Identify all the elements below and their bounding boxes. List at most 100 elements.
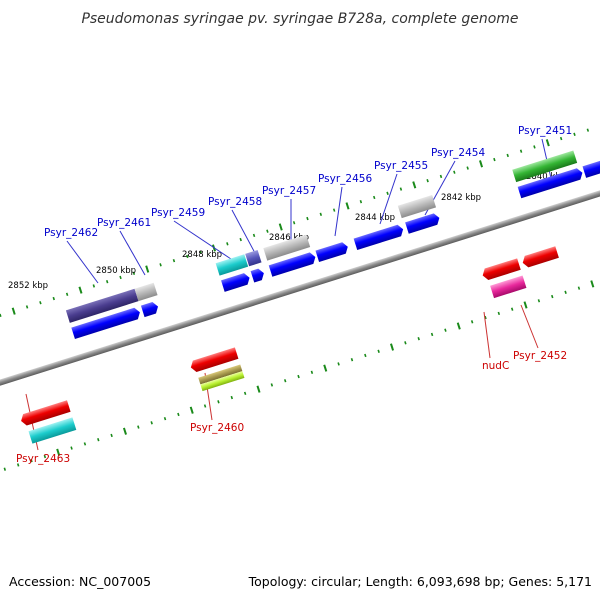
- gene-label[interactable]: Psyr_2463: [16, 453, 70, 465]
- tick-mark: [523, 301, 528, 309]
- tick-mark: [493, 157, 496, 162]
- tick-mark: [217, 400, 220, 404]
- gene-Psyr_2456[interactable]: [315, 241, 349, 263]
- tick-label: 2852 kbp: [8, 281, 48, 291]
- tick-mark: [444, 328, 447, 332]
- tick-mark: [266, 229, 269, 233]
- tick-mark: [373, 195, 376, 200]
- tick-mark: [350, 358, 354, 362]
- tick-mark: [252, 233, 256, 238]
- tick-mark: [270, 383, 274, 387]
- tick-mark: [310, 370, 314, 374]
- tick-mark: [297, 374, 300, 379]
- tick-mark: [159, 263, 162, 267]
- tick-mark: [466, 166, 469, 170]
- tick-mark: [105, 280, 109, 284]
- leader-line: [173, 220, 232, 260]
- gene-Psyr_2461[interactable]: [140, 301, 160, 318]
- tick-label: 2842 kbp: [441, 193, 481, 203]
- tick-mark: [43, 454, 47, 459]
- leader-line: [483, 311, 491, 359]
- gene-label[interactable]: Psyr_2461: [97, 217, 151, 229]
- tick-mark: [186, 254, 189, 259]
- leader-line: [520, 304, 539, 349]
- tick-mark: [65, 292, 69, 296]
- tick-mark: [137, 425, 140, 429]
- tick-mark: [292, 221, 296, 225]
- tick-mark: [25, 305, 29, 309]
- feature-bar: [490, 275, 527, 299]
- tick-mark: [390, 343, 395, 351]
- gene-Psyr_2460[interactable]: [189, 347, 239, 373]
- gene-Psyr_2454[interactable]: [405, 212, 441, 234]
- gene-Psyr_2463[interactable]: [19, 400, 71, 426]
- tick-mark: [439, 174, 443, 179]
- tick-mark: [586, 128, 590, 132]
- tick-mark: [470, 320, 474, 324]
- tick-mark: [453, 170, 456, 174]
- tick-labels: 2852 kbp 2850 kbp 2848 kbp 2846 kbp 2844…: [8, 172, 566, 291]
- gene-label[interactable]: Psyr_2457: [262, 185, 316, 197]
- leader-line: [231, 209, 256, 254]
- tick-mark: [30, 459, 33, 463]
- tick-mark: [506, 153, 509, 158]
- tick-mark: [590, 280, 595, 288]
- tick-mark: [359, 200, 363, 204]
- gene-label[interactable]: Psyr_2458: [208, 196, 262, 208]
- tick-mark: [230, 395, 234, 400]
- feature-bar: [200, 371, 245, 392]
- tick-mark: [545, 139, 550, 147]
- leader-line: [119, 230, 146, 276]
- feature-bar: [134, 282, 158, 302]
- tick-mark: [430, 332, 434, 337]
- gene-label[interactable]: Psyr_2451: [518, 125, 572, 137]
- gene-label[interactable]: Psyr_2462: [44, 227, 98, 239]
- tick-label: 2840 kbp: [526, 172, 566, 182]
- tick-mark: [150, 421, 153, 425]
- gene-forward-edge[interactable]: [582, 158, 600, 178]
- tick-mark: [573, 132, 576, 137]
- tick-mark: [122, 427, 127, 435]
- gene-Psyr_2462[interactable]: [71, 307, 141, 340]
- tick-mark: [332, 208, 336, 212]
- gene-Psyr_2459[interactable]: [221, 272, 251, 292]
- tick-mark: [203, 404, 207, 408]
- tick-label: 2850 kbp: [96, 266, 136, 276]
- gene-Psyr_2452[interactable]: [521, 246, 559, 268]
- gene-Psyr_2457[interactable]: [268, 251, 317, 277]
- gene-Psyr_2455[interactable]: [353, 224, 405, 251]
- tick-label: 2846 kbp: [269, 233, 309, 243]
- tick-mark: [364, 353, 367, 358]
- tick-mark: [412, 181, 417, 189]
- tick-mark: [52, 296, 55, 301]
- tick-mark: [399, 187, 403, 191]
- gene-label[interactable]: Psyr_2454: [431, 147, 485, 159]
- tick-mark: [243, 391, 247, 396]
- tick-mark: [497, 311, 501, 316]
- tick-mark: [377, 349, 380, 353]
- gene-Psyr_2458[interactable]: [250, 267, 266, 283]
- tick-mark: [551, 294, 554, 299]
- tick-label: 2848 kbp: [182, 250, 222, 260]
- genome-track: [0, 150, 600, 444]
- gene-label[interactable]: Psyr_2455: [374, 160, 428, 172]
- tick-mark: [510, 307, 514, 311]
- gene-label[interactable]: Psyr_2456: [318, 173, 372, 185]
- tick-mark: [172, 258, 176, 263]
- tick-mark: [177, 412, 180, 417]
- gene-label[interactable]: Psyr_2459: [151, 207, 205, 219]
- tick-mark: [479, 160, 484, 168]
- tick-mark: [110, 433, 113, 438]
- tick-mark: [484, 315, 487, 320]
- feature-bar: [28, 417, 77, 444]
- feature-bar: [65, 288, 139, 323]
- feature-bar: [215, 254, 249, 276]
- map-title: Pseudomonas syringae pv. syringae B728a,…: [81, 11, 518, 27]
- gene-label[interactable]: Psyr_2460: [190, 422, 244, 434]
- gene-nudC[interactable]: [481, 258, 521, 281]
- gene-Psyr_2451[interactable]: [517, 167, 585, 199]
- gene-label[interactable]: nudC: [482, 360, 509, 372]
- gene-label[interactable]: Psyr_2452: [513, 350, 567, 362]
- feature-bar: [245, 249, 262, 267]
- genome-summary-text: Topology: circular; Length: 6,093,698 bp…: [248, 574, 592, 589]
